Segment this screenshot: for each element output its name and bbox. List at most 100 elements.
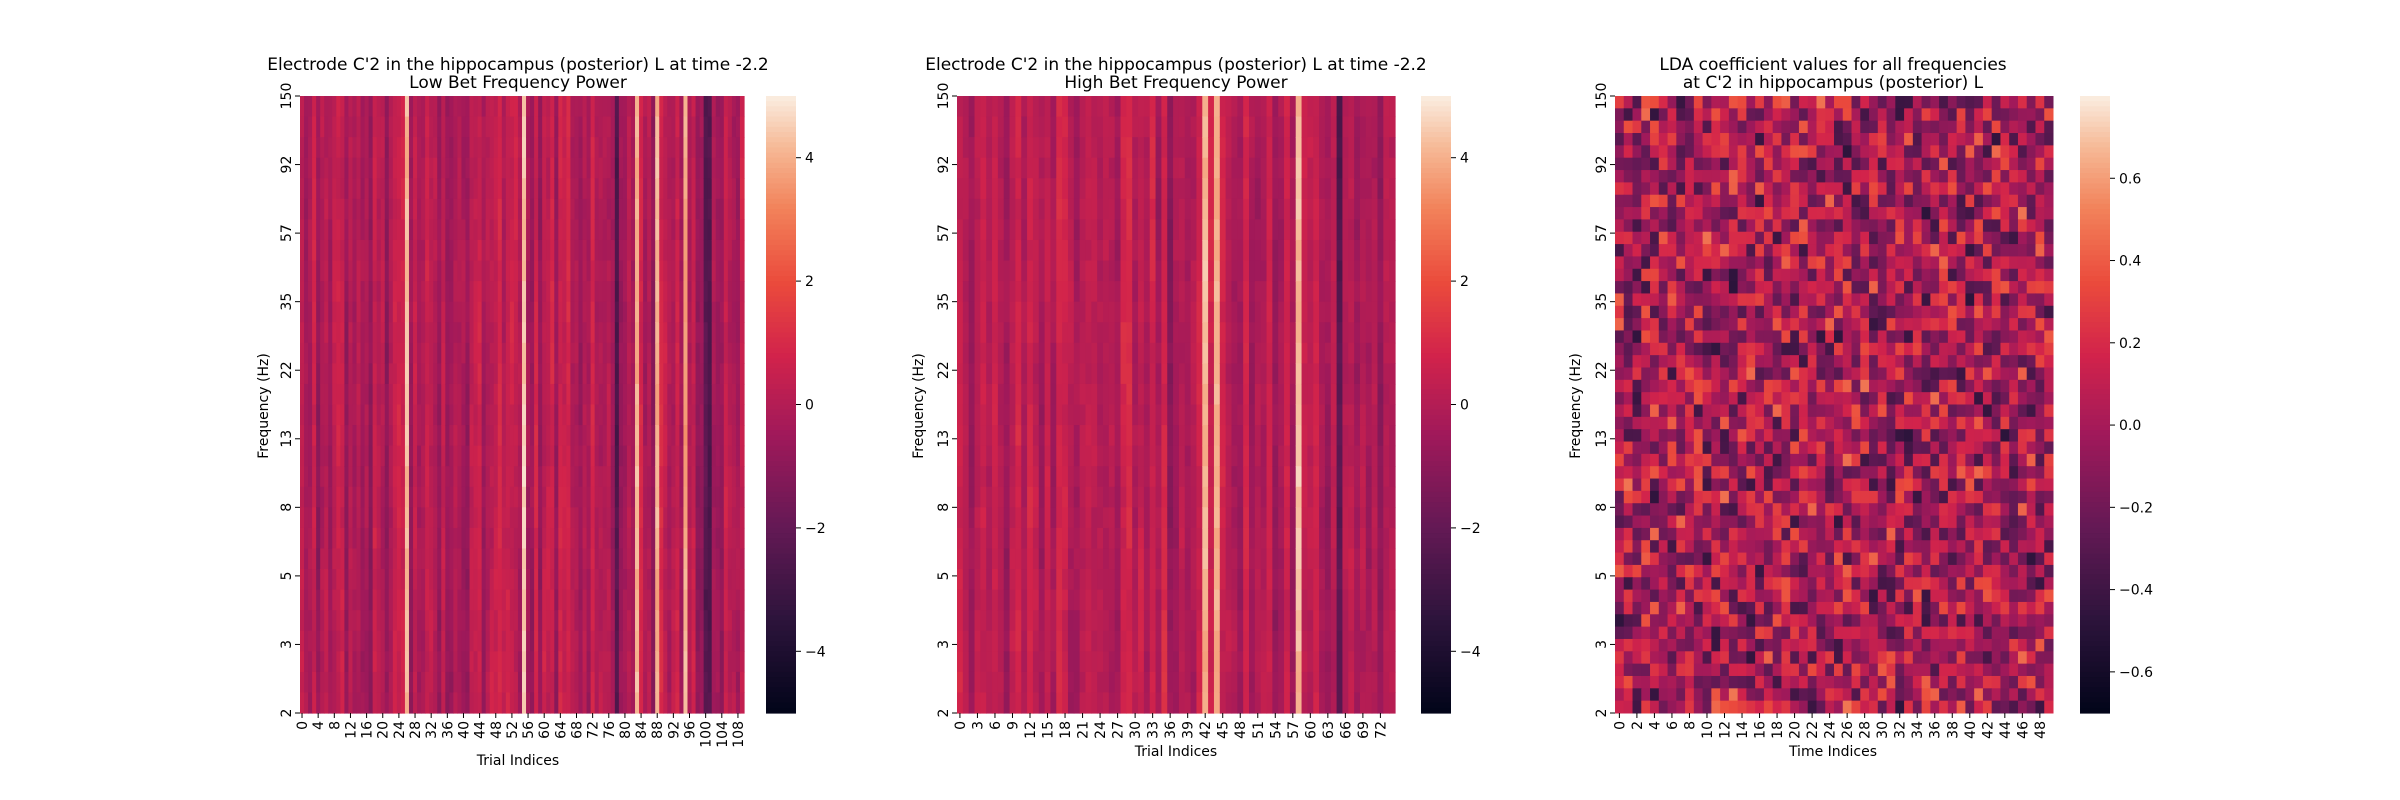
heatmap-cell — [300, 589, 305, 611]
heatmap-cell — [308, 363, 313, 385]
heatmap-cell — [699, 486, 705, 508]
heatmap-cell — [1190, 363, 1198, 385]
heatmap-cell — [679, 281, 685, 303]
heatmap-cell — [376, 671, 382, 694]
heatmap-cell — [997, 486, 1005, 508]
heatmap-cell — [566, 157, 572, 179]
heatmap-cell — [1178, 445, 1186, 467]
heatmap-cell — [558, 548, 563, 570]
heatmap-cell — [707, 651, 713, 673]
heatmap-cell — [380, 383, 386, 406]
heatmap-cell — [1114, 404, 1122, 426]
heatmap-cell — [594, 363, 600, 385]
heatmap-cell — [558, 630, 563, 652]
heatmap-cell — [699, 651, 705, 673]
heatmap-cell — [1079, 96, 1087, 118]
heatmap-cell — [517, 178, 523, 200]
heatmap-cell — [643, 383, 648, 406]
heatmap-cell — [1120, 630, 1127, 652]
heatmap-cell — [1009, 569, 1016, 591]
heatmap-cell — [437, 219, 442, 241]
heatmap-cell — [1103, 527, 1110, 550]
colorbar-segment — [766, 419, 796, 426]
heatmap-cell — [445, 630, 450, 652]
colorbar: 420−2−4 — [766, 96, 826, 714]
heatmap-cell — [687, 527, 693, 550]
heatmap-cell — [671, 198, 676, 220]
heatmap-cell — [340, 157, 345, 179]
heatmap-cell — [663, 383, 668, 406]
heatmap-cell — [699, 610, 705, 632]
heatmap-cell — [372, 548, 378, 570]
colorbar-segment — [766, 466, 796, 472]
heatmap-cell — [1108, 527, 1116, 550]
heatmap-cell — [1213, 507, 1221, 529]
heatmap-cell — [1114, 589, 1122, 611]
heatmap-cell — [1073, 178, 1081, 200]
heatmap-cell — [538, 342, 543, 364]
heatmap-cell — [663, 363, 668, 385]
heatmap-cell — [574, 198, 580, 220]
heatmap-cell — [1091, 219, 1098, 241]
heatmap-cell — [364, 507, 370, 529]
heatmap-cell — [667, 363, 672, 385]
heatmap-cell — [550, 445, 555, 467]
heatmap-cell — [469, 527, 475, 550]
heatmap-cell — [703, 466, 709, 488]
heatmap-cell — [1225, 486, 1233, 508]
heatmap-cell — [735, 610, 741, 632]
heatmap-cell — [360, 198, 366, 220]
heatmap-cell — [368, 239, 374, 262]
heatmap-cell — [352, 239, 358, 262]
heatmap-cell — [522, 630, 527, 652]
heatmap-cell — [408, 157, 414, 179]
heatmap-cell — [586, 445, 592, 467]
heatmap-cell — [980, 425, 987, 447]
heatmap-cell — [392, 425, 398, 447]
heatmap-cell — [417, 610, 422, 632]
colorbar-segment — [766, 641, 796, 647]
heatmap-cell — [1085, 651, 1092, 673]
heatmap-cell — [727, 404, 733, 426]
heatmap-cell — [614, 322, 620, 344]
heatmap-cell — [695, 589, 701, 611]
heatmap-cell — [622, 548, 628, 570]
heatmap-cell — [968, 198, 976, 220]
heatmap-cell — [417, 569, 422, 591]
heatmap-cell — [368, 96, 374, 118]
y-tick-label: 57 — [279, 224, 295, 242]
heatmap-cell — [429, 96, 434, 118]
heatmap-cell — [344, 610, 350, 632]
heatmap-cell — [526, 383, 531, 406]
heatmap-cell — [336, 137, 341, 159]
heatmap-cell — [1050, 116, 1057, 138]
heatmap-cell — [352, 383, 358, 406]
heatmap-cell — [501, 281, 507, 303]
heatmap-cell — [1208, 404, 1215, 426]
heatmap-cell — [618, 198, 624, 220]
heatmap-cell — [687, 363, 693, 385]
heatmap-cell — [1009, 507, 1016, 529]
heatmap-cell — [695, 466, 701, 488]
heatmap-cell — [1044, 219, 1052, 241]
heatmap-cell — [574, 527, 580, 550]
heatmap-cell — [582, 219, 588, 241]
heatmap-cell — [667, 569, 672, 591]
heatmap-cell — [957, 322, 964, 344]
heatmap-cell — [1178, 466, 1186, 488]
heatmap-cell — [348, 363, 354, 385]
heatmap-cell — [663, 322, 668, 344]
heatmap-cell — [1056, 404, 1063, 426]
heatmap-cell — [332, 548, 337, 570]
heatmap-cell — [465, 610, 471, 632]
heatmap-cell — [1108, 342, 1116, 364]
heatmap-cell — [986, 157, 993, 179]
heatmap-cell — [606, 507, 612, 529]
heatmap-cell — [453, 96, 459, 118]
heatmap-cell — [509, 198, 515, 220]
heatmap-cell — [578, 178, 584, 200]
heatmap-cell — [485, 239, 491, 262]
heatmap-cell — [1161, 610, 1168, 632]
heatmap-cell — [429, 178, 434, 200]
heatmap-cell — [731, 610, 737, 632]
